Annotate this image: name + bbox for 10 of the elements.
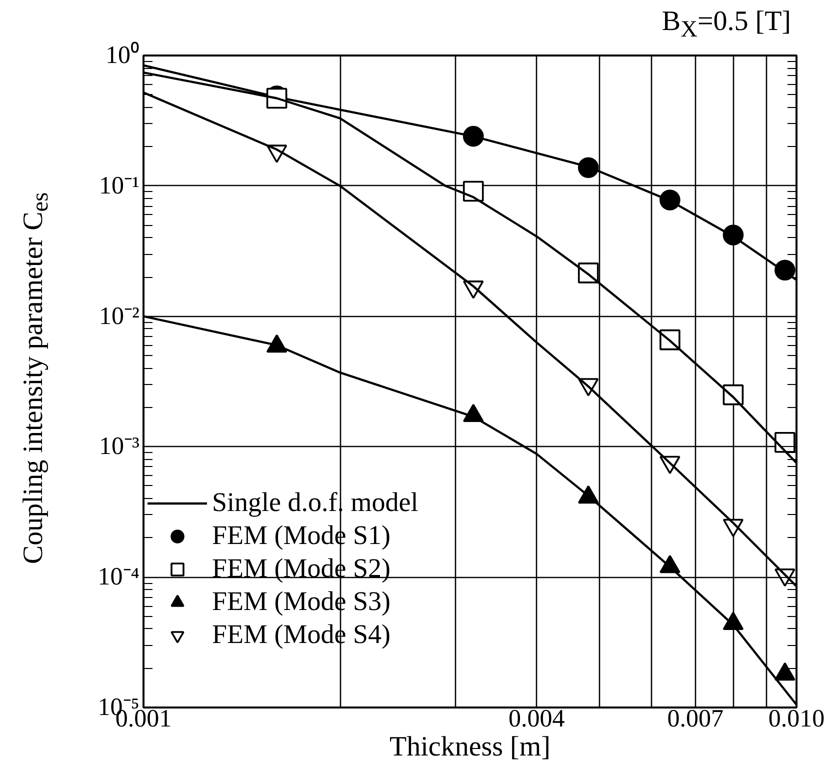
x-tick-label: 0.007 — [667, 706, 724, 732]
x-tick-label: 0.010 — [768, 706, 825, 732]
x-tick-label: 0.004 — [508, 706, 566, 732]
y-tick-label: 10⁻³ — [99, 433, 140, 460]
y-tick-label: 10⁰ — [106, 41, 140, 69]
y-tick-label: 10⁻² — [99, 302, 140, 330]
y-tick-label: 10⁻⁴ — [98, 564, 140, 591]
y-tick-label: 10⁻¹ — [99, 172, 140, 200]
x-axis-title: Thickness [m] — [390, 732, 550, 762]
text: B$_{X}$=0.5 [T] — [662, 5, 791, 45]
